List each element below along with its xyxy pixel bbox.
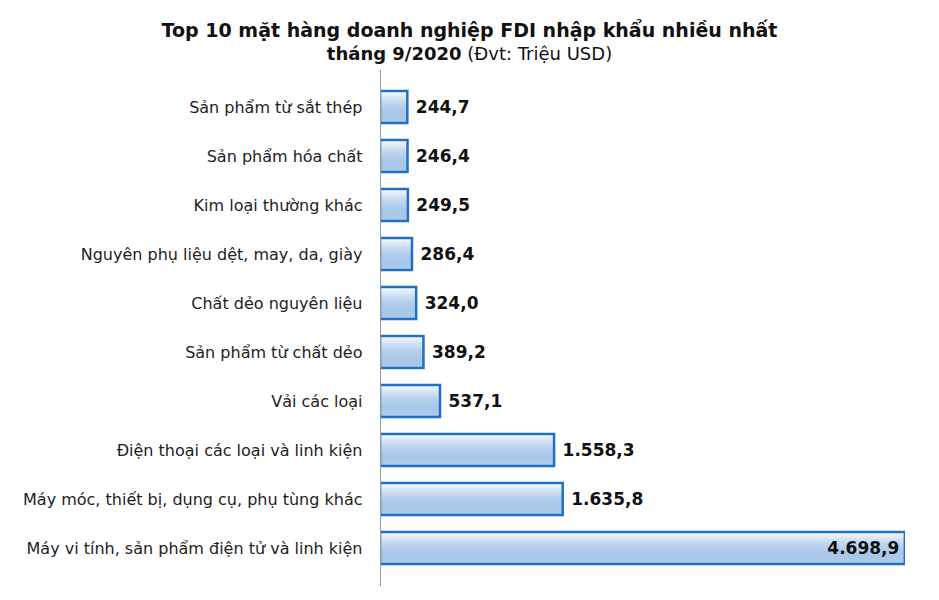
svg-text:Máy vi tính, sản phẩm điện tử: Máy vi tính, sản phẩm điện tử và linh ki… [27, 539, 363, 558]
svg-text:Vải các loại: Vải các loại [271, 392, 362, 411]
svg-text:Chất dẻo nguyên liệu: Chất dẻo nguyên liệu [191, 294, 362, 313]
svg-text:Sản phẩm hóa chất: Sản phẩm hóa chất [207, 147, 363, 166]
svg-text:4.698,9: 4.698,9 [827, 538, 899, 558]
svg-text:Máy móc, thiết bị, dụng cụ, ph: Máy móc, thiết bị, dụng cụ, phụ tùng khá… [23, 490, 362, 509]
svg-text:1.558,3: 1.558,3 [563, 440, 635, 460]
html-text:Top 10 mặt hàng doanh nghiệp F: Top 10 mặt hàng doanh nghiệp FDI nhập kh… [161, 19, 778, 41]
svg-text:1.635,8: 1.635,8 [571, 489, 643, 509]
svg-text:286,4: 286,4 [420, 244, 474, 264]
svg-text:Điện thoại các loại và linh ki: Điện thoại các loại và linh kiện [117, 441, 363, 460]
svg-text:537,1: 537,1 [448, 391, 502, 411]
svg-text:246,4: 246,4 [416, 146, 470, 166]
svg-text:Sản phẩm từ sắt thép: Sản phẩm từ sắt thép [189, 98, 362, 117]
svg-text:244,7: 244,7 [416, 97, 470, 117]
svg-text:389,2: 389,2 [432, 342, 486, 362]
svg-text:249,5: 249,5 [416, 195, 470, 215]
html-text:tháng 9/2020 (Đvt: Triệu USD): tháng 9/2020 (Đvt: Triệu USD) [326, 43, 613, 64]
svg-text:324,0: 324,0 [425, 293, 479, 313]
svg-text:Nguyên phụ liệu dệt, may, da,: Nguyên phụ liệu dệt, may, da, giày [81, 245, 363, 264]
svg-text:Sản phẩm từ chất dẻo: Sản phẩm từ chất dẻo [185, 343, 362, 362]
svg-text:Kim loại thường khác: Kim loại thường khác [194, 196, 363, 215]
